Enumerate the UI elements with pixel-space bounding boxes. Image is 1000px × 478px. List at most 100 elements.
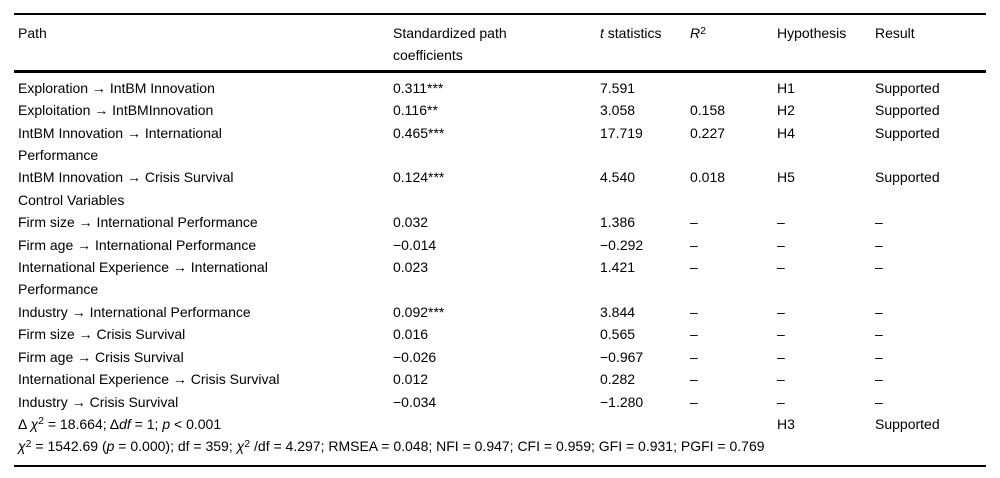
cell-hypothesis: –	[777, 393, 785, 410]
cell-r-squared: –	[690, 393, 698, 410]
cell-t-statistic: 7.591	[600, 79, 636, 96]
footer-row: χ2 = 1542.69 (p = 0.000); df = 359; χ2 /…	[14, 435, 986, 465]
cell-result: –	[875, 326, 883, 343]
cell-r-squared: –	[690, 259, 698, 276]
cell-coefficient: −0.034	[393, 393, 437, 410]
table-row: IntBM Innovation → Crisis Survival 0.124*…	[14, 166, 986, 188]
text-segment: Δ	[18, 415, 31, 432]
header-row: Path Standardized path coefficients t st…	[14, 14, 986, 73]
cell-hypothesis: –	[777, 371, 785, 388]
cell-hypothesis	[777, 189, 875, 211]
cell-r-squared: –	[690, 348, 698, 365]
cell-result: –	[875, 259, 883, 276]
table-row: International Experience → International…	[14, 256, 986, 301]
cell-result: Supported	[875, 79, 940, 96]
cell-t-statistic: 1.421	[600, 259, 636, 276]
table-row: Firm size → Crisis Survival 0.016 0.565 – – –	[14, 323, 986, 345]
cell-path: Industry → Crisis Survival	[18, 393, 179, 410]
text-segment: /df = 4.297; RMSEA = 0.048; NFI = 0.947;…	[250, 438, 765, 455]
cell-path: Firm age → Crisis Survival	[18, 348, 184, 365]
table-row: Industry → International Performance 0.09…	[14, 301, 986, 323]
cell-path: Δ χ2 = 18.664; Δdf = 1; p < 0.001	[14, 413, 393, 435]
cell-coefficient	[393, 189, 600, 211]
cell-result: –	[875, 371, 883, 388]
text-segment: p	[106, 438, 115, 455]
cell-coefficient: 0.465***	[393, 124, 445, 141]
cell-t-statistic: 0.282	[600, 371, 636, 388]
text-segment: = 0.000); df = 359;	[114, 438, 237, 455]
cell-coefficient: −0.026	[393, 348, 437, 365]
text-segment: χ	[30, 415, 39, 432]
cell-path: Exploitation → IntBMInnovation	[18, 102, 214, 119]
cell-t-statistic: −1.280	[600, 393, 644, 410]
cell-r-squared	[690, 71, 777, 99]
text-segment: = 1542.69 (	[31, 438, 107, 455]
cell-result: –	[875, 236, 883, 253]
text-segment: < 0.001	[170, 415, 222, 432]
cell-coefficient: 0.012	[393, 371, 429, 388]
cell-hypothesis: –	[777, 326, 785, 343]
cell-t-statistic: 17.719	[600, 124, 643, 141]
text-segment: χ	[236, 438, 245, 455]
cell-coefficient: 0.092***	[393, 303, 445, 320]
cell-hypothesis: –	[777, 348, 785, 365]
cell-r-squared: –	[690, 236, 698, 253]
cell-r-squared: 0.227	[690, 124, 726, 141]
text-segment: = 18.664; Δ	[43, 415, 120, 432]
cell-t-statistic: −0.967	[600, 348, 644, 365]
cell-t-statistic: 0.565	[600, 326, 636, 343]
cell-t-statistic: 4.540	[600, 169, 636, 186]
table-body: Exploration → IntBM Innovation 0.311*** 7.…	[14, 71, 986, 465]
table-row: Exploration → IntBM Innovation 0.311*** 7.…	[14, 71, 986, 99]
cell-r-squared: 0.158	[690, 102, 726, 119]
cell-hypothesis: –	[777, 303, 785, 320]
cell-result: –	[875, 348, 883, 365]
cell-path: International Experience → Crisis Surviv…	[18, 371, 280, 388]
cell-hypothesis: H4	[777, 124, 795, 141]
cell-path: Industry → International Performance	[18, 303, 251, 320]
cell-t-statistic: −0.292	[600, 236, 644, 253]
table-row: Δ χ2 = 18.664; Δdf = 1; p < 0.001 H3 Suppo…	[14, 413, 986, 435]
cell-coefficient	[393, 413, 600, 435]
cell-t-statistic: 1.386	[600, 214, 636, 231]
cell-hypothesis: H5	[777, 169, 795, 186]
text-segment: 2	[244, 437, 251, 450]
col-header-r-squared: R2	[690, 14, 777, 73]
text-segment: 2	[700, 24, 706, 37]
cell-path: International Experience → International…	[18, 259, 268, 298]
cell-path: IntBM Innovation → International Perform…	[18, 124, 222, 164]
text-segment: χ	[18, 438, 26, 455]
text-segment: = 1;	[130, 415, 163, 432]
cell-result: –	[875, 214, 883, 231]
cell-r-squared: 0.018	[690, 169, 726, 186]
table-row: Firm size → International Performance 0.0…	[14, 211, 986, 233]
cell-hypothesis: –	[777, 259, 785, 276]
table-row: Control Variables	[14, 189, 986, 211]
col-header-path: Path	[14, 14, 393, 73]
cell-r-squared: –	[690, 303, 698, 320]
cell-hypothesis: H1	[777, 79, 795, 96]
cell-r-squared: –	[690, 326, 698, 343]
cell-coefficient: 0.023	[393, 259, 429, 276]
cell-result: Supported	[875, 169, 940, 186]
col-header-coefficients: Standardized path coefficients	[393, 14, 600, 73]
cell-coefficient: 0.016	[393, 326, 429, 343]
text-segment: t	[600, 25, 604, 41]
table-row: Firm age → International Performance −0.0…	[14, 234, 986, 256]
table-row: Industry → Crisis Survival −0.034 −1.280 – –…	[14, 391, 986, 413]
cell-path: IntBM Innovation → Crisis Survival	[18, 169, 234, 186]
cell-t-statistic	[600, 189, 690, 211]
cell-path: Control Variables	[18, 191, 125, 208]
cell-coefficient: 0.032	[393, 214, 429, 231]
cell-coefficient: 0.116**	[393, 102, 438, 119]
cell-coefficient: 0.311***	[393, 79, 444, 96]
cell-t-statistic	[600, 413, 690, 435]
col-header-result: Result	[875, 14, 986, 73]
cell-hypothesis: –	[777, 236, 785, 253]
cell-result: Supported	[875, 102, 940, 119]
cell-path: Exploration → IntBM Innovation	[18, 79, 215, 96]
text-segment: df	[119, 415, 131, 432]
cell-coefficient: 0.124***	[393, 169, 445, 186]
cell-result: –	[875, 303, 883, 320]
table-row: Exploitation → IntBMInnovation 0.116** 3.0…	[14, 99, 986, 121]
